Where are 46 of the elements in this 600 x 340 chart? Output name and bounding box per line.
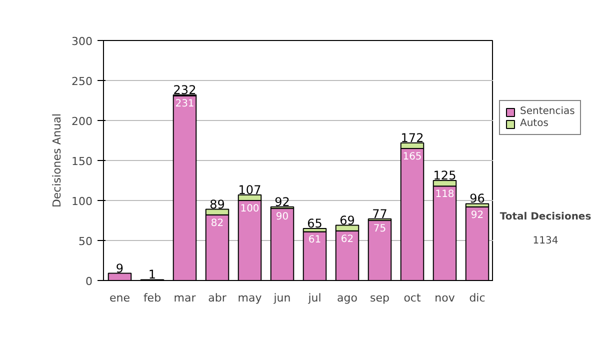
- legend-label: Sentencias: [520, 106, 575, 117]
- total-label: 107: [238, 182, 262, 197]
- total-label: 89: [210, 197, 225, 212]
- x-tick-label: mar: [174, 292, 196, 304]
- text: 1134: [532, 236, 558, 246]
- total-label: 1: [148, 268, 156, 282]
- y-tick-label: 0: [86, 275, 92, 288]
- x-tick-label: ene: [109, 292, 130, 304]
- x-tick-label: dic: [469, 292, 486, 304]
- y-tick-label: 100: [72, 195, 93, 208]
- total-label: 232: [173, 82, 196, 97]
- x-tick-label: feb: [143, 292, 162, 304]
- y-tick-label: 300: [72, 35, 93, 48]
- x-tick-label: jun: [272, 292, 291, 304]
- total-label: 172: [400, 130, 424, 145]
- x-tick-label: oct: [404, 292, 422, 304]
- y-axis-title: Decisiones Anual: [50, 113, 64, 208]
- data-label: 118: [435, 189, 454, 200]
- data-label: 61: [308, 234, 322, 246]
- total-label: 9: [116, 261, 124, 276]
- total-label: 65: [307, 216, 322, 230]
- y-tick-label: 200: [72, 115, 93, 128]
- total-label: 69: [340, 213, 355, 228]
- y-tick-label: 150: [72, 155, 93, 168]
- data-label: 231: [175, 98, 194, 110]
- x-tick-label: abr: [208, 292, 227, 304]
- data-label: 100: [240, 204, 260, 214]
- total-label: 92: [274, 194, 290, 209]
- x-tick-label: may: [238, 292, 262, 304]
- x-tick-label: sep: [370, 292, 390, 304]
- y-tick-label: 250: [72, 75, 93, 88]
- data-label: 92: [470, 210, 484, 221]
- data-label: 90: [276, 212, 289, 222]
- total-label: 125: [433, 168, 456, 182]
- x-tick-label: jul: [307, 292, 322, 304]
- data-label: 82: [210, 218, 224, 229]
- x-tick-label: nov: [434, 292, 456, 304]
- data-label: 75: [373, 224, 386, 234]
- x-tick-label: ago: [337, 292, 358, 304]
- data-label: 165: [402, 152, 422, 162]
- total-label: 77: [372, 206, 388, 221]
- legend-label: Autos: [520, 118, 548, 129]
- total-label: 96: [470, 192, 485, 206]
- data-label: 62: [340, 234, 354, 245]
- y-tick-label: 50: [78, 235, 93, 248]
- text: Total Decisiones: [500, 212, 592, 222]
